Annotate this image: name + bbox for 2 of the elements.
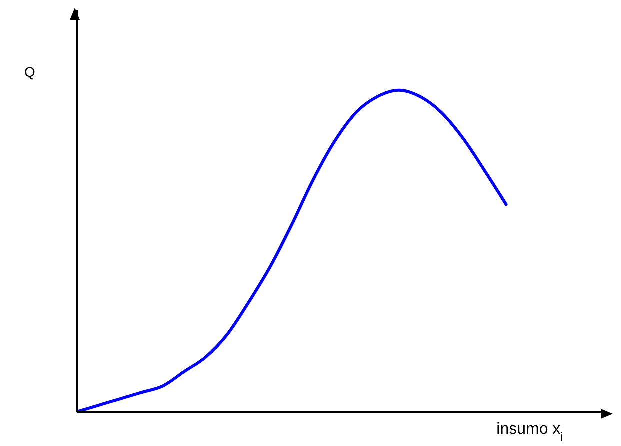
x-axis-title: insumo x$_{i}$ — [496, 421, 564, 444]
y-axis-title: Q — [24, 64, 36, 80]
